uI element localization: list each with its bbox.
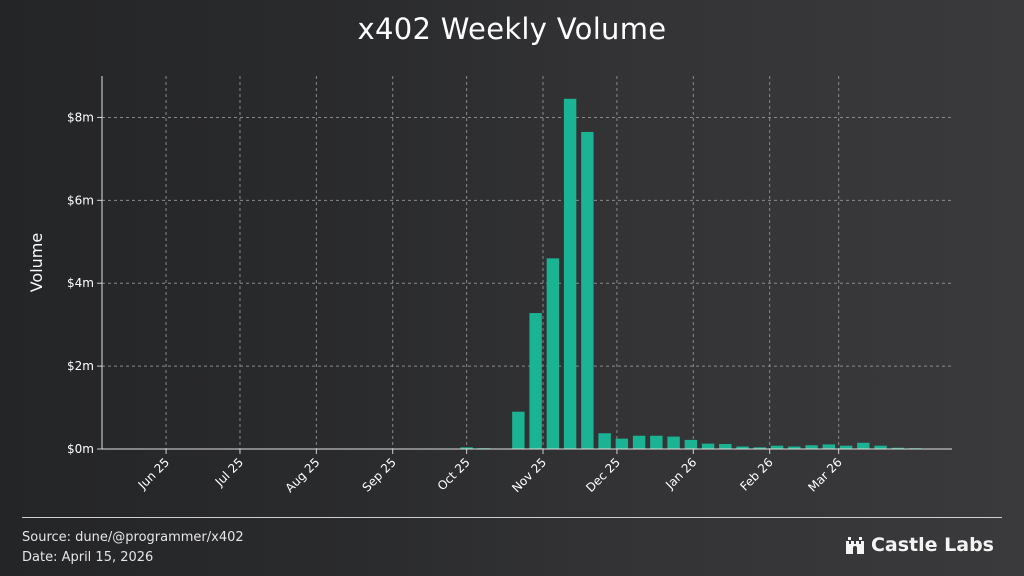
bar — [615, 438, 629, 449]
bar — [529, 313, 542, 449]
x-tick-label: Oct 25 — [435, 455, 473, 493]
chart-title: x402 Weekly Volume — [357, 12, 667, 46]
y-tick-label: $2m — [67, 359, 94, 373]
bar — [632, 435, 646, 449]
bar — [701, 443, 715, 449]
y-axis-label: Volume — [27, 233, 46, 293]
y-tick-label: $6m — [67, 193, 94, 207]
brand-name: Castle Labs — [870, 534, 994, 556]
bar — [650, 435, 663, 449]
bar — [874, 445, 887, 449]
bar — [581, 131, 594, 449]
bar — [805, 445, 818, 449]
bar — [770, 445, 784, 449]
x-tick-label: Feb 26 — [737, 455, 775, 493]
date-text: Date: April 15, 2026 — [22, 550, 154, 565]
source-text: Source: dune/@programmer/x402 — [22, 530, 244, 545]
bar — [598, 433, 611, 449]
bar — [736, 446, 749, 449]
y-tick-label: $0m — [67, 442, 94, 456]
bar — [753, 447, 767, 449]
x-tick-label: Mar 26 — [805, 455, 844, 494]
x-tick-label: Dec 25 — [583, 455, 623, 495]
bar-chart: $0m $2m $4m $6m $8m Jun 25 Jul 25 Aug 25 Sep 25 O… — [27, 76, 952, 495]
x-tick-label: Nov 25 — [509, 455, 549, 495]
y-tick-label: $8m — [67, 110, 94, 124]
x-tick-label: Jun 25 — [135, 455, 172, 492]
bar — [512, 411, 525, 449]
y-tick-label: $4m — [67, 276, 94, 290]
bar — [857, 442, 870, 449]
x-tick-label: Jul 25 — [212, 455, 246, 489]
x-tick-label: Aug 25 — [283, 455, 323, 495]
bar — [563, 98, 577, 450]
footer-divider — [22, 517, 1002, 518]
bar — [684, 439, 698, 449]
bar — [891, 447, 905, 449]
castle-icon — [845, 536, 865, 554]
bar — [667, 436, 680, 449]
bar — [460, 447, 473, 449]
bar — [719, 444, 732, 449]
brand-logo: Castle Labs — [845, 534, 994, 556]
x-tick-label: Jan 26 — [662, 455, 699, 492]
bar — [546, 258, 560, 449]
bar — [839, 445, 853, 449]
x-tick-label: Sep 25 — [359, 455, 398, 494]
bar — [822, 444, 836, 449]
bar — [788, 446, 801, 449]
